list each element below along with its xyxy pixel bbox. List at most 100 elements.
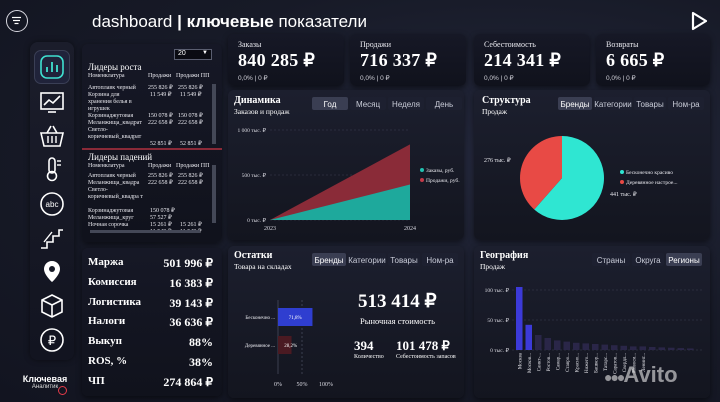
table-row[interactable]: Светло-коричневый_квадра т bbox=[88, 187, 143, 200]
geo-bar[interactable] bbox=[601, 344, 609, 350]
table-row[interactable]: Корзинаджутовая 150 078 ₽ 150 078 ₽ bbox=[88, 113, 203, 119]
sidebar-item-ruble[interactable]: ₽ bbox=[38, 326, 66, 354]
metric-row: ROS, % 38% bbox=[88, 355, 213, 373]
pie-slice[interactable] bbox=[534, 136, 604, 220]
leaders-dropdown[interactable]: 20 ▼ bbox=[174, 49, 212, 60]
geo-bar[interactable] bbox=[525, 324, 533, 350]
tab-geo-0[interactable]: Страны bbox=[592, 253, 630, 266]
table-row[interactable]: 52 851 ₽ 52 851 ₽ bbox=[150, 141, 202, 147]
x-category-label: Саратов... bbox=[613, 353, 618, 374]
leaders-fall-table: Номенклатура Продажи Продажи ПП Автоплав… bbox=[88, 163, 214, 236]
geo-bar[interactable] bbox=[630, 346, 637, 350]
geo-bar[interactable] bbox=[554, 340, 561, 350]
tab-stock-0[interactable]: Бренды bbox=[312, 253, 346, 266]
metric-row: Маржа 501 996 ₽ bbox=[88, 256, 213, 274]
title-rest: показатели bbox=[278, 12, 367, 31]
table-row[interactable]: Автоплавк черный 255 826 ₽ 255 826 ₽ bbox=[88, 173, 203, 179]
leaders-divider bbox=[82, 148, 222, 150]
stock-bar[interactable] bbox=[278, 336, 292, 354]
table-row[interactable]: Ночная сорочка 15 261 ₽ 15 261 ₽ bbox=[88, 222, 202, 228]
geo-bar[interactable] bbox=[639, 346, 647, 350]
stock-chart: Бесконечно ... 71,8% Деревянное ... 28,2% 0%… bbox=[245, 300, 333, 388]
kpi-card[interactable]: Заказы 840 285 ₽ 0,0% | 0 ₽ bbox=[228, 34, 344, 86]
tab-structure-0[interactable]: Бренды bbox=[558, 97, 592, 110]
geo-bar[interactable] bbox=[544, 338, 552, 350]
box-icon bbox=[41, 294, 63, 318]
sidebar-item-dashboard[interactable] bbox=[38, 53, 66, 81]
geo-bar[interactable] bbox=[563, 341, 571, 350]
kpi-title: Себестоимость bbox=[484, 40, 536, 49]
y-tick-label: 500 тыс. ₽ bbox=[242, 172, 267, 179]
sidebar-item-stairs[interactable] bbox=[38, 224, 66, 252]
tab-stock-1[interactable]: Категории bbox=[348, 253, 386, 266]
tab-stock-3[interactable]: Ном-ра bbox=[422, 253, 458, 266]
tab-dynamics-3[interactable]: День bbox=[426, 97, 462, 110]
kpi-card[interactable]: Себестоимость 214 341 ₽ 0,0% | 0 ₽ bbox=[474, 34, 590, 86]
table-row[interactable]: Корзина для хранения белья в игрушек 11 … bbox=[88, 92, 202, 112]
x-category-label: Ленинг... bbox=[642, 353, 647, 372]
kpi-delta: 0,0% | 0 ₽ bbox=[484, 75, 514, 82]
geo-bar[interactable] bbox=[649, 347, 656, 350]
sidebar-item-chart[interactable] bbox=[38, 88, 66, 116]
table-row[interactable]: Автоплавк черный 255 826 ₽ 255 826 ₽ bbox=[88, 85, 203, 91]
kpi-value: 6 665 ₽ bbox=[606, 50, 665, 70]
tab-structure-1[interactable]: Категории bbox=[594, 97, 632, 110]
bar-category-label: Деревянное ... bbox=[245, 344, 275, 349]
geo-bar[interactable] bbox=[611, 345, 618, 350]
table-row[interactable]: Корзинаджутовая 150 078 ₽ bbox=[88, 208, 175, 214]
sidebar-item-box[interactable] bbox=[38, 292, 66, 320]
sidebar-item-temperature[interactable] bbox=[38, 155, 66, 183]
stock-bar[interactable] bbox=[278, 308, 313, 326]
kpi-card[interactable]: Продажи 716 337 ₽ 0,0% | 0 ₽ bbox=[350, 34, 466, 86]
geo-bar[interactable] bbox=[677, 348, 685, 350]
menu-button[interactable] bbox=[6, 10, 28, 32]
kpi-card[interactable]: Возвраты 6 665 ₽ 0,0% | 0 ₽ bbox=[596, 34, 710, 86]
leaders-growth-table: Номенклатура Продажи Продажи ПП Автоплав… bbox=[88, 73, 214, 148]
play-icon bbox=[691, 11, 708, 31]
metric-value: 88% bbox=[189, 335, 213, 350]
tab-structure-2[interactable]: Товары bbox=[634, 97, 666, 110]
geo-bar[interactable] bbox=[620, 345, 628, 350]
play-button[interactable] bbox=[688, 10, 710, 32]
table-row[interactable]: Светло-коричневый_квадрат bbox=[88, 127, 142, 140]
dynamics-subtitle: Заказов и продаж bbox=[234, 107, 290, 116]
sidebar-item-location[interactable] bbox=[38, 258, 66, 286]
leaders-fall-hscroll[interactable] bbox=[90, 230, 200, 233]
stock-market-caption: Рыночная стоимость bbox=[360, 316, 436, 326]
tab-geo-1[interactable]: Округа bbox=[632, 253, 664, 266]
metric-row: Комиссия 16 383 ₽ bbox=[88, 276, 213, 294]
tab-dynamics-1[interactable]: Месяц bbox=[350, 97, 386, 110]
y-tick-label: 50 тыс. ₽ bbox=[487, 317, 509, 324]
geo-chart: 100 тыс. ₽ 50 тыс. ₽ 0 тыс. ₽ Москва Москов.… bbox=[485, 287, 704, 374]
basket-icon bbox=[39, 125, 65, 147]
tab-geo-2[interactable]: Регионы bbox=[666, 253, 702, 266]
table-row[interactable]: Меланжища_круг 57 527 ₽ bbox=[88, 215, 172, 221]
sidebar-item-abc[interactable]: abc bbox=[38, 190, 66, 218]
geo-bar[interactable] bbox=[516, 287, 523, 350]
leaders-fall-scrollbar[interactable] bbox=[212, 165, 216, 223]
geo-bar[interactable] bbox=[535, 335, 542, 350]
table-row[interactable]: Меланжища_квадра 222 658 ₽ 222 658 ₽ bbox=[88, 180, 203, 186]
tab-dynamics-2[interactable]: Неделя bbox=[388, 97, 424, 110]
dynamics-chart: 1 000 тыс. ₽ 500 тыс. ₽ 0 тыс. ₽ 2023 2024 За… bbox=[237, 127, 460, 232]
tab-dynamics-0[interactable]: Год bbox=[312, 97, 348, 110]
geo-bar[interactable] bbox=[668, 347, 675, 350]
metric-value: 501 996 ₽ bbox=[163, 256, 213, 270]
table-row[interactable]: Меланжища_квадрат 222 658 ₽ 222 658 ₽ bbox=[88, 120, 203, 126]
geo-bar[interactable] bbox=[582, 343, 590, 350]
pie-slice[interactable] bbox=[520, 136, 562, 210]
x-tick-label: 2023 bbox=[264, 226, 276, 232]
title-prefix: dashboard bbox=[92, 12, 173, 31]
tab-stock-2[interactable]: Товары bbox=[388, 253, 420, 266]
pie-label-right: 441 тыс. ₽ bbox=[610, 191, 637, 198]
thermometer-icon bbox=[46, 157, 61, 182]
geo-bar[interactable] bbox=[592, 344, 599, 350]
geo-bar[interactable] bbox=[573, 342, 580, 350]
geo-bar[interactable] bbox=[658, 347, 666, 350]
sidebar-item-basket[interactable] bbox=[38, 122, 66, 150]
x-tick-label: 2024 bbox=[404, 226, 416, 232]
leaders-growth-scrollbar[interactable] bbox=[212, 84, 216, 144]
geo-bar[interactable] bbox=[687, 348, 694, 350]
kpi-title: Возвраты bbox=[606, 40, 639, 49]
tab-structure-3[interactable]: Ном-ра bbox=[668, 97, 704, 110]
